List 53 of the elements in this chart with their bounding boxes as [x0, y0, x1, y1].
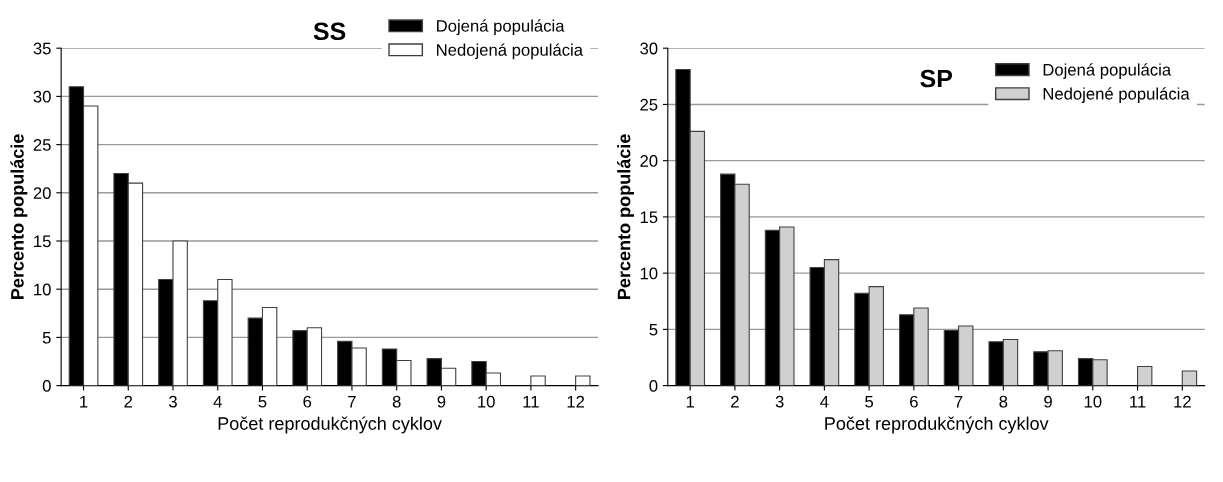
x-tick-label: 8	[999, 395, 1008, 408]
legend-label: Nedojená populácia	[437, 43, 584, 60]
text: SP	[920, 69, 953, 88]
x-tick-label: 6	[910, 395, 918, 408]
x-tick-label: 12	[567, 395, 585, 408]
x-tick-label: 10	[1084, 395, 1102, 408]
y-tick-label: 20	[640, 155, 658, 167]
x-axis-title: Počet reprodukčných cyklov	[218, 416, 442, 434]
bar	[1181, 370, 1198, 386]
x-tick-label: 2	[124, 395, 133, 408]
y-tick-label: 15	[34, 235, 51, 248]
y-tick-label: 0	[649, 380, 658, 392]
legend-label: Dojená populácia	[1043, 63, 1172, 79]
x-tick-label: 8	[392, 395, 401, 408]
bar	[575, 375, 591, 386]
x-tick-label: 12	[1174, 395, 1191, 408]
y-tick-label: 25	[33, 139, 51, 151]
y-tick-label: 5	[649, 323, 658, 336]
x-tick-label: 11	[1130, 395, 1146, 408]
x-tick-label: 9	[437, 395, 446, 408]
x-tick-label: 4	[820, 395, 829, 408]
bar	[530, 375, 546, 386]
y-tick-label: 30	[33, 90, 51, 103]
x-tick-label: 3	[169, 395, 177, 408]
x-tick-label: 4	[213, 395, 222, 408]
bar	[1136, 365, 1153, 386]
legend-label: Nedojené populácia	[1043, 87, 1190, 103]
x-tick-label: 2	[731, 395, 739, 408]
chart-title: SS	[313, 22, 346, 41]
y-tick-label: 10	[34, 283, 51, 296]
y-tick-label: 25	[640, 98, 658, 111]
y-tick-label: 35	[33, 42, 51, 55]
x-tick-label: 3	[775, 395, 784, 408]
x-tick-label: 6	[303, 395, 312, 408]
x-tick-label: 5	[258, 395, 267, 408]
y-tick-label: 5	[42, 331, 51, 344]
x-tick-label: 9	[1044, 395, 1052, 408]
x-tick-label: 10	[478, 395, 495, 408]
legend-label: Dojená populácia	[437, 19, 565, 36]
y-axis-title: Percento populácie	[10, 134, 28, 299]
x-tick-label: 7	[954, 395, 963, 408]
y-tick-label: 20	[33, 187, 51, 199]
x-tick-label: 1	[80, 395, 88, 408]
x-tick-label: 7	[348, 395, 356, 408]
x-axis-title: Počet reprodukčných cyklov	[825, 416, 1049, 434]
x-tick-label: 1	[686, 395, 694, 408]
y-axis-title: Percento populácie	[616, 134, 634, 299]
y-tick-label: 30	[640, 42, 658, 55]
x-tick-label: 11	[523, 395, 539, 408]
y-tick-label: 15	[640, 211, 658, 224]
y-tick-label: 10	[640, 267, 658, 280]
y-tick-label: 0	[42, 380, 51, 392]
x-tick-label: 5	[865, 395, 874, 408]
